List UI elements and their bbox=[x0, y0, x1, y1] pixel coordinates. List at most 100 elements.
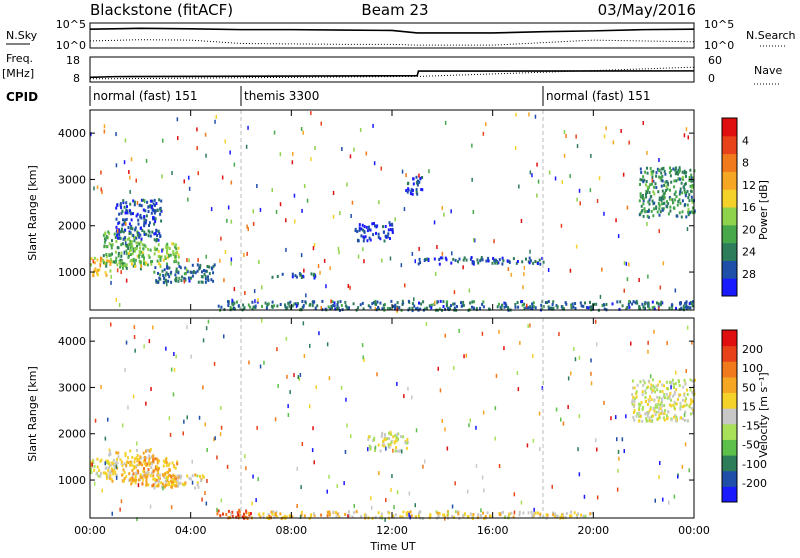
heatmap-cell bbox=[172, 392, 175, 397]
heatmap-cell bbox=[351, 200, 354, 205]
heatmap-cell bbox=[158, 198, 161, 202]
heatmap-cell bbox=[166, 245, 169, 249]
heatmap-cell bbox=[175, 243, 177, 247]
nsky-label: N.Sky bbox=[6, 29, 38, 42]
heatmap-cell bbox=[134, 247, 137, 251]
heatmap-cell bbox=[561, 305, 564, 309]
heatmap-cell bbox=[669, 197, 672, 201]
heatmap-cell bbox=[130, 218, 133, 222]
heatmap-cell bbox=[635, 392, 638, 395]
heatmap-cell bbox=[647, 215, 650, 219]
heatmap-cell bbox=[641, 194, 644, 197]
heatmap-cell bbox=[659, 390, 662, 393]
heatmap-cell bbox=[541, 300, 544, 304]
heatmap-cell bbox=[329, 266, 331, 271]
heatmap-cell bbox=[688, 302, 691, 306]
heatmap-cell bbox=[145, 478, 148, 482]
heatmap-cell bbox=[197, 258, 199, 263]
heatmap-cell bbox=[100, 256, 102, 261]
heatmap-cell bbox=[532, 512, 535, 516]
heatmap-cell bbox=[300, 485, 302, 490]
heatmap-cell bbox=[272, 510, 275, 514]
heatmap-cell bbox=[266, 303, 269, 307]
heatmap-cell bbox=[646, 222, 648, 226]
heatmap-cell bbox=[152, 469, 155, 473]
heatmap-cell bbox=[682, 307, 685, 311]
heatmap-cell bbox=[159, 256, 162, 260]
heatmap-cell bbox=[642, 405, 645, 409]
heatmap-cell bbox=[643, 207, 646, 211]
heatmap-cell bbox=[646, 191, 648, 195]
heatmap-cell bbox=[230, 257, 233, 262]
heatmap-cell bbox=[532, 261, 535, 265]
heatmap-cell bbox=[400, 435, 402, 439]
heatmap-cell bbox=[296, 302, 299, 306]
heatmap-cell bbox=[155, 202, 158, 205]
heatmap-cell bbox=[649, 406, 652, 410]
heatmap-cell bbox=[638, 414, 641, 418]
heatmap-cell bbox=[119, 458, 122, 462]
heatmap-cell bbox=[685, 215, 688, 219]
heatmap-cell bbox=[174, 255, 177, 258]
heatmap-cell bbox=[147, 468, 150, 472]
heatmap-cell bbox=[229, 305, 232, 309]
heatmap-cell bbox=[258, 260, 260, 264]
heatmap-cell bbox=[594, 319, 597, 324]
heatmap-cell bbox=[224, 139, 226, 144]
heatmap-cell bbox=[101, 190, 103, 194]
heatmap-cell bbox=[115, 217, 118, 221]
heatmap-cell bbox=[687, 207, 690, 211]
heatmap-cell bbox=[407, 187, 410, 191]
heatmap-cell bbox=[338, 515, 341, 519]
heatmap-cell bbox=[383, 436, 386, 440]
heatmap-cell bbox=[602, 303, 605, 307]
heatmap-cell bbox=[112, 458, 115, 462]
heatmap-cell bbox=[485, 259, 488, 263]
heatmap-cell bbox=[412, 182, 415, 186]
heatmap-cell bbox=[690, 189, 692, 193]
heatmap-cell bbox=[93, 261, 96, 265]
heatmap-cell bbox=[639, 178, 642, 182]
heatmap-cell bbox=[679, 190, 682, 194]
heatmap-cell bbox=[384, 303, 386, 307]
heatmap-cell bbox=[638, 307, 641, 310]
heatmap-cell bbox=[678, 384, 681, 387]
heatmap-cell bbox=[150, 466, 153, 470]
heatmap-cell bbox=[130, 212, 132, 216]
velocity-y-axis-label: Slant Range [km] bbox=[26, 366, 39, 462]
heatmap-cell bbox=[563, 307, 565, 311]
heatmap-cell bbox=[131, 478, 134, 482]
heatmap-cell bbox=[158, 276, 161, 280]
heatmap-cell bbox=[397, 437, 399, 441]
heatmap-cell bbox=[450, 261, 453, 265]
heatmap-cell bbox=[236, 300, 238, 304]
heatmap-cell bbox=[661, 404, 664, 408]
heatmap-cell bbox=[385, 498, 387, 503]
heatmap-cell bbox=[672, 167, 675, 171]
heatmap-cell bbox=[179, 481, 182, 485]
heatmap-cell bbox=[366, 239, 369, 243]
heatmap-cell bbox=[202, 385, 204, 390]
colorbar-tick-label: -100 bbox=[742, 458, 767, 471]
heatmap-cell bbox=[681, 210, 684, 214]
heatmap-cell bbox=[210, 207, 213, 212]
heatmap-cell bbox=[204, 422, 206, 427]
heatmap-cell bbox=[117, 254, 120, 258]
heatmap-cell bbox=[326, 489, 328, 494]
heatmap-cell bbox=[161, 269, 164, 273]
heatmap-cell bbox=[647, 200, 650, 204]
heatmap-cell bbox=[171, 171, 173, 175]
heatmap-cell bbox=[538, 258, 541, 262]
freq-label: Freq. bbox=[6, 52, 33, 65]
heatmap-cell bbox=[173, 352, 175, 356]
heatmap-cell bbox=[146, 449, 149, 452]
heatmap-cell bbox=[662, 207, 665, 211]
heatmap-cell bbox=[147, 234, 150, 238]
heatmap-cell bbox=[658, 413, 661, 417]
heatmap-cell bbox=[136, 454, 139, 457]
heatmap-cell bbox=[168, 467, 171, 471]
heatmap-cell bbox=[153, 486, 156, 490]
heatmap-cell bbox=[673, 179, 676, 183]
heatmap-cell bbox=[158, 232, 161, 235]
